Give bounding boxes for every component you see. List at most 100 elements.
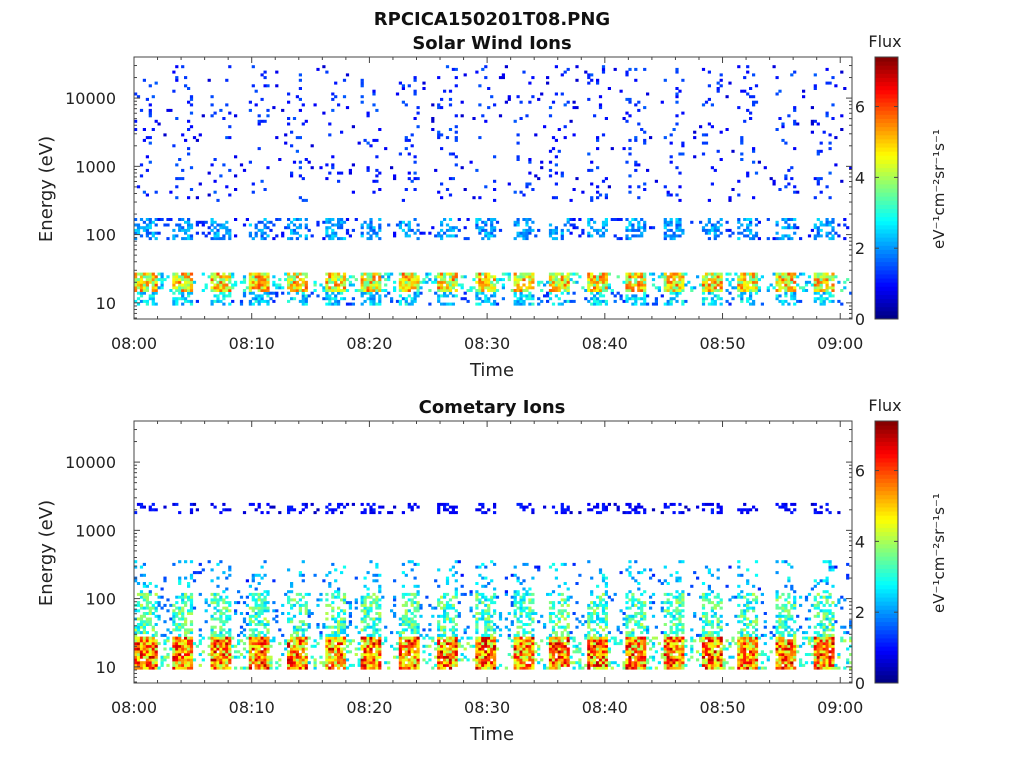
heatmap-cell (401, 592, 405, 596)
heatmap-cell (410, 598, 414, 602)
heatmap-cell (172, 291, 176, 295)
heatmap-cell (752, 100, 756, 104)
heatmap-cell (678, 89, 682, 93)
heatmap-cell (448, 272, 453, 276)
heatmap-cell (416, 590, 420, 594)
heatmap-cell (457, 228, 461, 232)
heatmap-cell (151, 642, 155, 646)
heatmap-cell (596, 280, 600, 284)
heatmap-cell (775, 76, 779, 80)
heatmap-cell (819, 234, 823, 238)
heatmap-cell (410, 297, 414, 301)
heatmap-cell (604, 218, 608, 221)
heatmap-cell (142, 612, 146, 615)
heatmap-cell (560, 283, 564, 287)
heatmap-cell (372, 644, 376, 648)
heatmap-cell (172, 302, 176, 306)
heatmap-cell (404, 280, 408, 284)
heatmap-cell (298, 592, 302, 596)
heatmap-cell (413, 636, 417, 640)
heatmap-cell (178, 289, 182, 292)
heatmap-cell (493, 228, 497, 232)
heatmap-cell (413, 92, 417, 96)
heatmap-cell (287, 568, 291, 572)
heatmap-cell (616, 218, 620, 221)
heatmap-cell (142, 592, 146, 596)
heatmap-cell (251, 661, 255, 665)
heatmap-cell (416, 601, 420, 605)
heatmap-cell (546, 299, 550, 303)
heatmap-cell (440, 228, 444, 232)
heatmap-cell (596, 190, 600, 194)
heatmap-cell (139, 614, 144, 618)
heatmap-cell (189, 573, 194, 577)
heatmap-cell (707, 231, 711, 235)
heatmap-cell (675, 166, 679, 170)
heatmap-cell (672, 272, 676, 276)
heatmap-cell (337, 633, 341, 637)
heatmap-cell (201, 114, 205, 118)
heatmap-cell (416, 294, 420, 298)
heatmap-cell (793, 272, 797, 276)
heatmap-cell (360, 603, 364, 607)
heatmap-cell (148, 111, 152, 115)
heatmap-cell (404, 103, 408, 107)
heatmap-cell (543, 294, 547, 298)
heatmap-cell (825, 220, 829, 224)
heatmap-cell (813, 234, 817, 238)
heatmap-cell (448, 152, 453, 156)
heatmap-cell (263, 275, 267, 279)
heatmap-cell (701, 152, 706, 156)
heatmap-cell (328, 650, 332, 654)
heatmap-cell (478, 598, 482, 602)
heatmap-cell (637, 286, 641, 290)
heatmap-cell (395, 647, 400, 651)
heatmap-cell (754, 289, 759, 292)
heatmap-cell (351, 283, 355, 287)
heatmap-cell (254, 234, 258, 238)
heatmap-cell (434, 278, 438, 282)
heatmap-cell (625, 111, 629, 115)
heatmap-cell (516, 141, 520, 145)
heatmap-cell (398, 653, 402, 656)
heatmap-cell (513, 642, 517, 646)
heatmap-cell (716, 283, 720, 287)
heatmap-cell (198, 642, 202, 646)
heatmap-cell (172, 650, 176, 654)
heatmap-cell (537, 177, 541, 181)
heatmap-cell (375, 653, 379, 656)
heatmap-cell (357, 647, 361, 651)
heatmap-cell (752, 147, 756, 151)
heatmap-cell (328, 272, 332, 276)
heatmap-cell (290, 582, 294, 585)
heatmap-cell (822, 130, 826, 134)
heatmap-cell (525, 297, 529, 301)
heatmap-cell (760, 302, 764, 306)
heatmap-cell (510, 620, 514, 624)
x-tick-label: 08:50 (699, 334, 745, 353)
heatmap-cell (360, 223, 364, 227)
heatmap-cell (342, 592, 347, 596)
heatmap-cell (266, 291, 270, 295)
heatmap-cell (360, 620, 364, 624)
heatmap-cell (260, 73, 264, 77)
heatmap-cell (281, 286, 285, 290)
heatmap-cell (484, 658, 488, 662)
heatmap-cell (145, 639, 149, 643)
heatmap-cell (189, 655, 194, 659)
heatmap-cell (139, 592, 144, 596)
heatmap-cell (136, 601, 141, 605)
heatmap-cell (298, 661, 302, 665)
heatmap-cell (331, 223, 335, 227)
heatmap-cell (413, 625, 417, 629)
heatmap-cell (375, 661, 379, 665)
heatmap-cell (840, 114, 844, 118)
heatmap-cell (710, 272, 714, 276)
heatmap-cell (154, 614, 158, 618)
heatmap-cell (407, 84, 411, 88)
heatmap-cell (416, 658, 420, 662)
heatmap-cell (448, 228, 453, 232)
heatmap-cell (743, 89, 747, 93)
heatmap-cell (145, 636, 149, 640)
heatmap-cell (228, 658, 232, 662)
